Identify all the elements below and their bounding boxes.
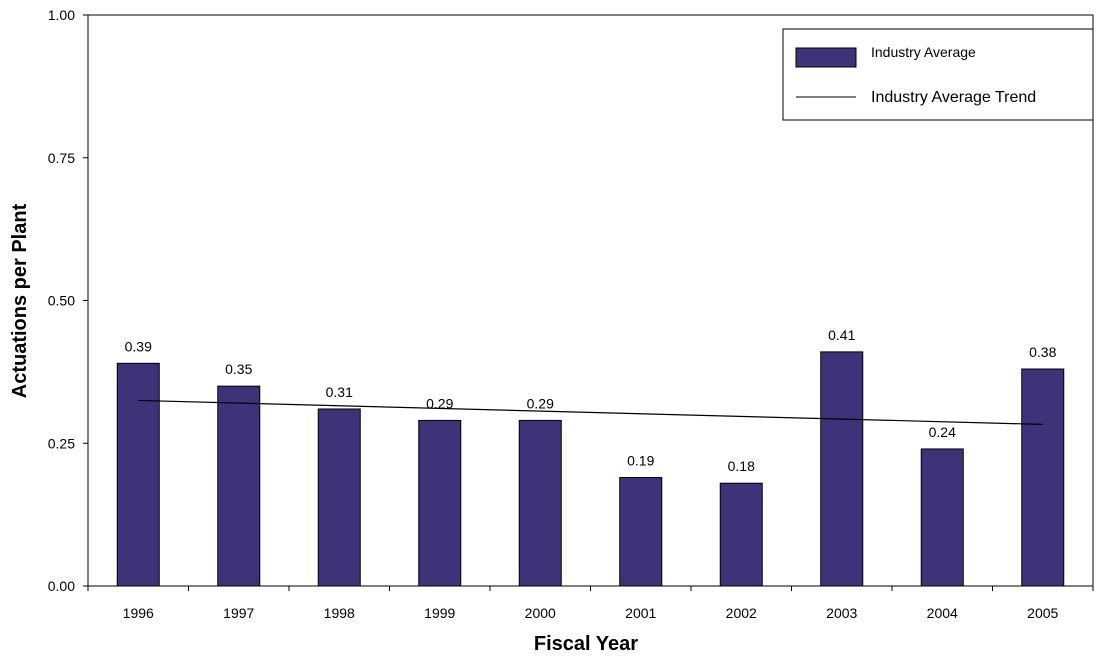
legend-box [782,28,1094,121]
bar-value-labels: 0.39 0.35 0.31 0.29 0.29 0.19 0.18 0.41 0.24 0.38 [125,327,1057,474]
bar-value-label-2003: 0.41 [828,327,855,343]
x-tick-label-2004: 2004 [927,605,958,621]
legend-swatch-industry-average [795,47,857,68]
bar-value-label-1998: 0.31 [326,384,353,400]
bar-1999 [418,419,462,587]
x-tick-label-2000: 2000 [525,605,556,621]
x-axis-title: Fiscal Year [534,633,638,655]
bar-value-label-1999: 0.29 [426,395,453,411]
bar-2003 [820,351,864,587]
bar-value-label-1996: 0.39 [125,338,152,354]
y-tick-label: 0.50 [48,293,75,309]
y-tick-label: 1.00 [48,7,75,23]
bar-1997 [217,385,261,587]
x-tick-label-1998: 1998 [324,605,355,621]
bar-value-label-1997: 0.35 [225,361,252,377]
bar-2005 [1021,368,1065,587]
y-axis-ticks: 0.00 0.25 0.50 0.75 1.00 [48,7,88,594]
bar-value-label-2002: 0.18 [728,458,755,474]
legend: Industry Average Industry Average Trend [782,28,1094,121]
trend-line-group [138,399,1043,426]
y-axis-title: Actuations per Plant [9,203,31,398]
bars [116,351,1065,587]
x-axis-ticks: 1996 1997 1998 1999 2000 2001 2002 2003 2004 2005 [87,586,1094,621]
y-tick-label: 0.75 [48,150,75,166]
bar-2001 [619,477,663,587]
y-tick-label: 0.25 [48,435,75,451]
x-tick-label-2001: 2001 [625,605,656,621]
x-tick-label-1999: 1999 [424,605,455,621]
bar-value-label-2000: 0.29 [527,395,554,411]
x-tick-label-1996: 1996 [123,605,154,621]
bar-2004 [920,448,964,587]
x-tick-label-2005: 2005 [1027,605,1058,621]
legend-label-industry-average: Industry Average [871,44,976,60]
bar-value-label-2005: 0.38 [1029,344,1056,360]
y-tick-label: 0.00 [48,578,75,594]
trend-line [138,399,1043,426]
legend-label-industry-average-trend: Industry Average Trend [871,89,1036,106]
bar-1996 [116,362,160,587]
x-tick-label-2003: 2003 [826,605,857,621]
bar-1998 [317,408,361,587]
bar-2000 [518,419,562,587]
bar-value-label-2001: 0.19 [627,453,654,469]
x-tick-label-1997: 1997 [223,605,254,621]
x-tick-label-2002: 2002 [726,605,757,621]
bar-value-label-2004: 0.24 [929,424,956,440]
bar-2002 [719,482,763,587]
